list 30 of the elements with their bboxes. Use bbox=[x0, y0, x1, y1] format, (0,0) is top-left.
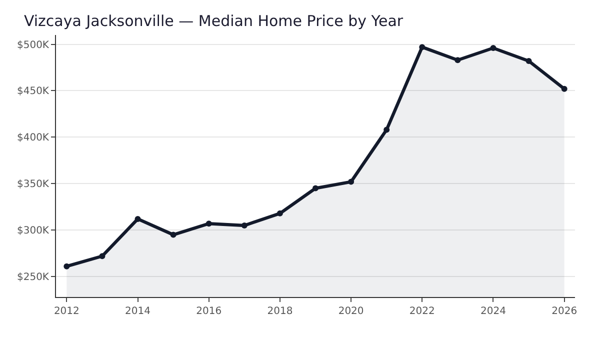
y-tick-label: $450K bbox=[16, 86, 50, 98]
point bbox=[419, 44, 426, 50]
x-tick-label: 2014 bbox=[125, 306, 150, 317]
point bbox=[526, 58, 532, 64]
point bbox=[206, 220, 212, 227]
point bbox=[490, 45, 496, 52]
point bbox=[384, 126, 390, 133]
point bbox=[348, 178, 354, 185]
chart-title: Vizcaya Jacksonville — Median Home Price by Year bbox=[24, 12, 404, 30]
point bbox=[312, 185, 318, 192]
x-tick-label: 2024 bbox=[480, 306, 506, 317]
x-tick-label: 2026 bbox=[552, 306, 578, 317]
y-tick-label: $300K bbox=[16, 226, 50, 237]
y-tick-label: $250K bbox=[16, 272, 50, 284]
point bbox=[134, 216, 141, 222]
point bbox=[99, 253, 106, 260]
point bbox=[561, 86, 568, 92]
x-tick-label: 2018 bbox=[267, 306, 293, 317]
point bbox=[64, 263, 70, 270]
y-tick-label: $500K bbox=[16, 40, 50, 51]
y-tick-label: $400K bbox=[16, 132, 50, 144]
x-tick-label: 2022 bbox=[409, 306, 435, 317]
point bbox=[241, 222, 248, 228]
point bbox=[276, 210, 283, 216]
x-tick-label: 2016 bbox=[196, 306, 222, 317]
point bbox=[454, 57, 461, 64]
point bbox=[170, 232, 176, 238]
y-tick-label: $350K bbox=[16, 179, 50, 190]
x-tick-label: 2020 bbox=[338, 306, 364, 317]
x-tick-label: 2012 bbox=[54, 306, 80, 317]
